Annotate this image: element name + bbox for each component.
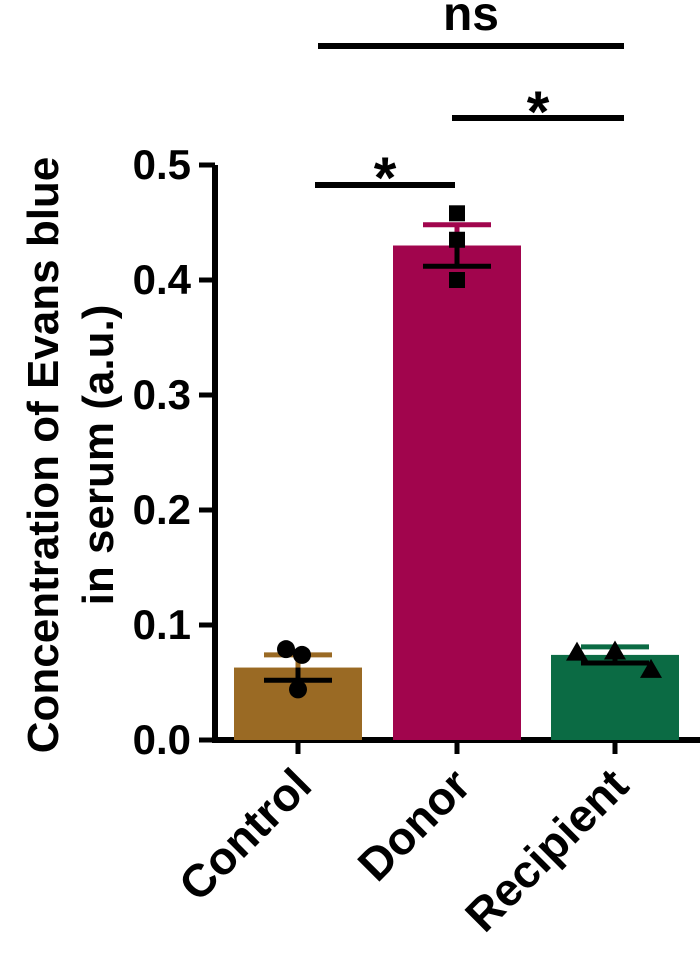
significance-brackets: * * ns	[315, 0, 624, 211]
data-point-circle	[293, 645, 311, 664]
x-tick-label-recipient: Recipient	[455, 758, 638, 941]
significance-label: *	[374, 146, 397, 211]
significance-label: *	[527, 80, 550, 145]
y-tick-label: 0.0	[133, 716, 191, 763]
x-tick-label-control: Control	[169, 758, 321, 910]
bars	[234, 245, 679, 740]
significance-label: ns	[443, 0, 499, 41]
y-tick-label: 0.1	[133, 601, 191, 648]
data-point-triangle	[604, 640, 626, 660]
y-axis-label-line-1: Concentration of Evans blue	[19, 157, 68, 754]
data-point-circle	[289, 680, 307, 699]
data-point-triangle	[566, 641, 588, 661]
x-tick-label-donor: Donor	[348, 758, 481, 891]
data-point-square	[449, 205, 465, 222]
bar-donor	[393, 245, 521, 740]
y-ticks: 0.0 0.1 0.2 0.3 0.4 0.5	[133, 141, 215, 763]
y-tick-label: 0.5	[133, 141, 191, 188]
bar-recipient	[551, 654, 679, 740]
data-point-square	[449, 231, 465, 248]
y-tick-label: 0.3	[133, 371, 191, 418]
data-points	[277, 205, 662, 699]
data-point-triangle	[640, 658, 662, 678]
data-point-square	[449, 272, 465, 288]
y-tick-label: 0.4	[133, 256, 192, 303]
y-axis-label-line-2: in serum (a.u.)	[74, 305, 123, 606]
data-point-circle	[277, 640, 295, 659]
y-tick-label: 0.2	[133, 486, 191, 533]
